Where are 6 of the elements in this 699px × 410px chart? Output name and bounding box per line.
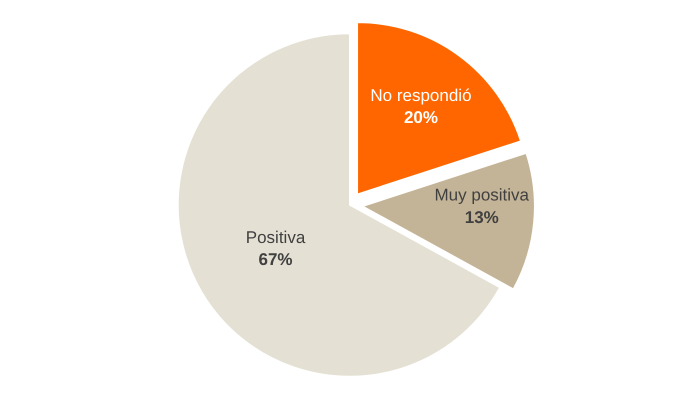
- slice-label: Positiva: [246, 228, 306, 248]
- data-label: 67%: [258, 250, 293, 270]
- slice-label: Muy positiva: [434, 186, 530, 205]
- slice-label: No respondió: [370, 86, 472, 106]
- data-label: 13%: [464, 208, 499, 227]
- data-label: 20%: [404, 108, 438, 128]
